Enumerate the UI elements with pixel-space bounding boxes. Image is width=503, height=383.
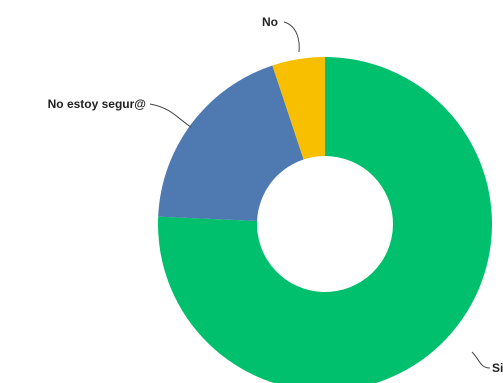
slice-label-si: Si	[492, 361, 503, 375]
slice-no-estoy-segur	[158, 65, 304, 222]
slice-si	[158, 57, 492, 383]
leader-line-si	[471, 351, 491, 369]
leader-line-no-estoy-segur	[149, 103, 192, 128]
slice-no	[272, 57, 325, 160]
leader-line-no	[283, 21, 300, 53]
slice-label-no: No	[262, 15, 278, 29]
slice-label-no-estoy-segur: No estoy segur@	[48, 97, 146, 111]
